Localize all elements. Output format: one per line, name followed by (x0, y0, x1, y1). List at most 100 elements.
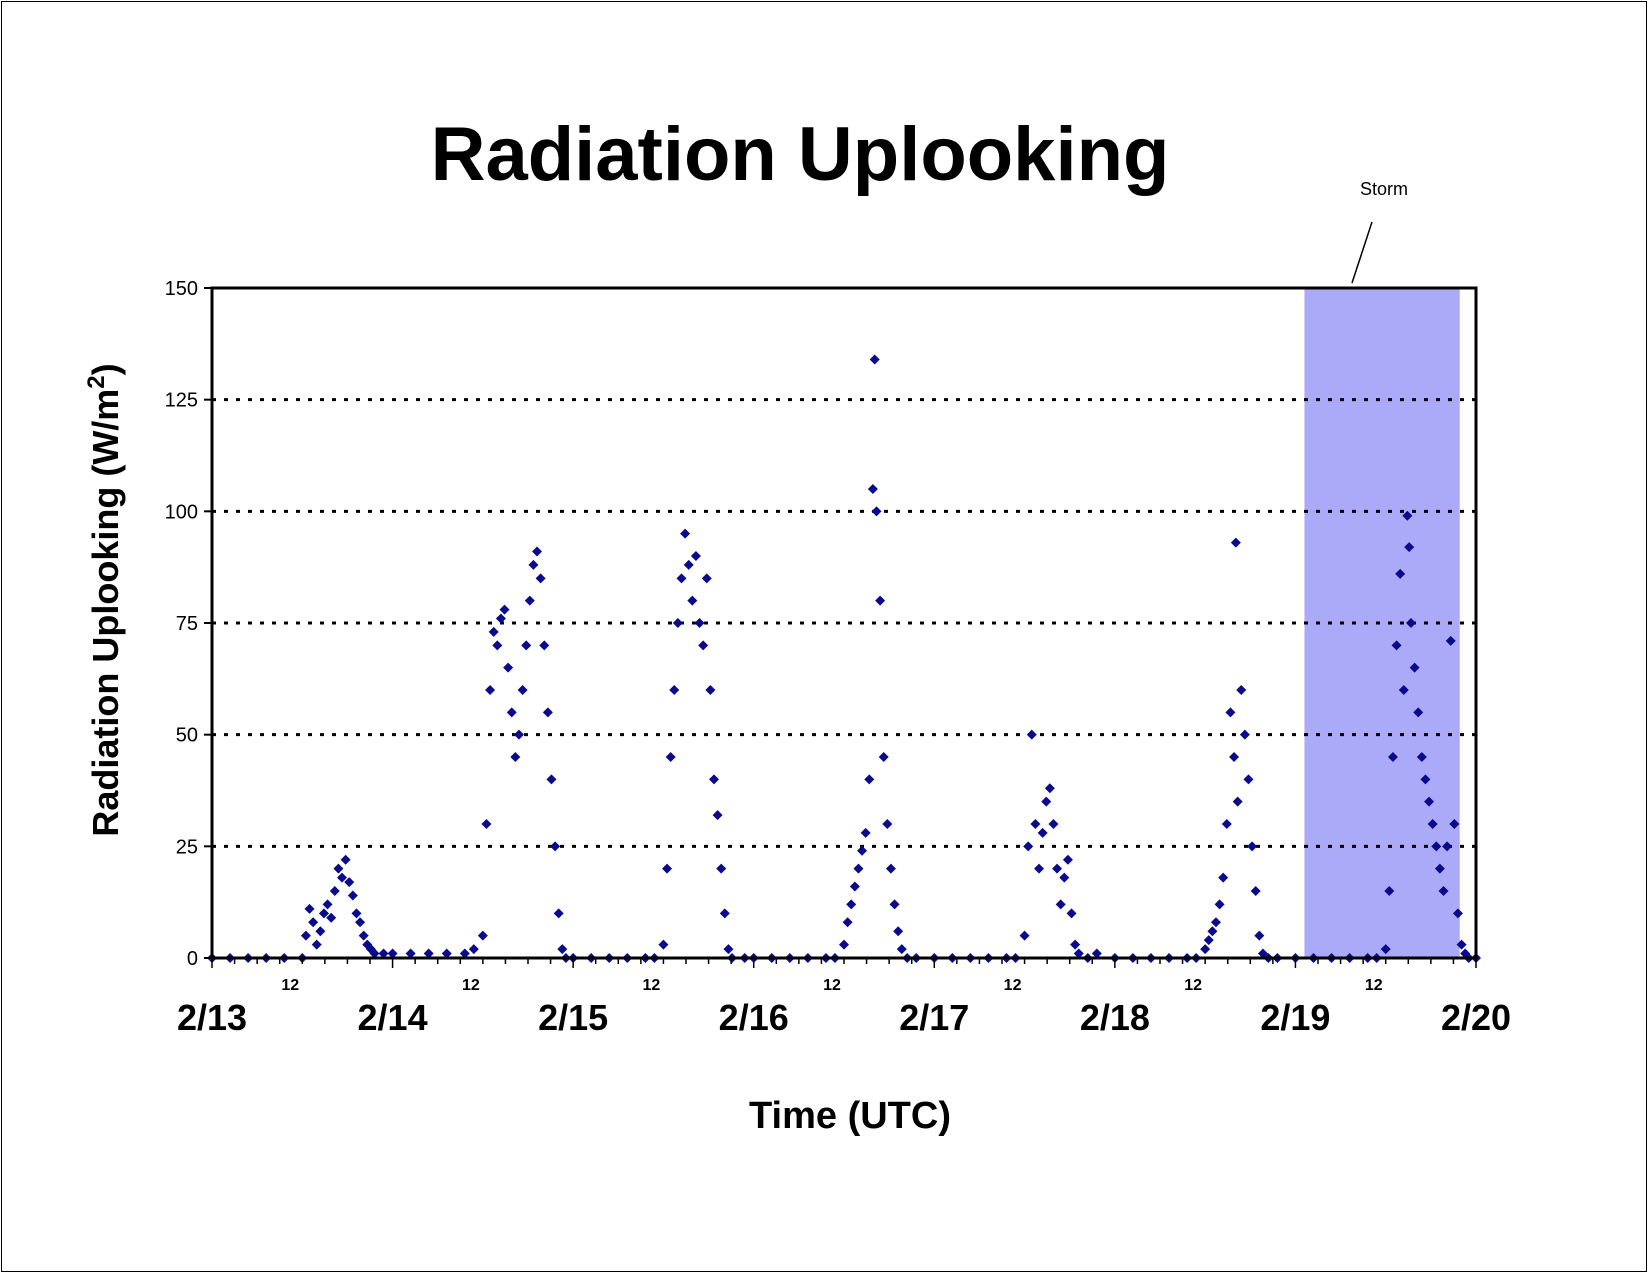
data-point (322, 899, 333, 910)
data-point (885, 863, 896, 874)
data-point (369, 948, 380, 959)
data-point (1203, 935, 1214, 946)
y-axis-label: Radiation Uplooking (W/m2) (83, 363, 126, 836)
data-point (867, 484, 878, 494)
data-point (1387, 752, 1398, 762)
x-minor-tick-label: 12 (643, 977, 661, 994)
data-point (869, 354, 880, 365)
data-point (1207, 926, 1218, 937)
data-point (517, 685, 528, 695)
data-point (1445, 635, 1456, 646)
data-point (1034, 863, 1045, 874)
x-minor-tick-label: 12 (1004, 977, 1022, 994)
data-point (358, 930, 369, 941)
data-point (495, 613, 506, 624)
data-point (1236, 685, 1247, 695)
data-point (1239, 729, 1250, 740)
data-point (1456, 939, 1467, 950)
axes (210, 286, 1478, 960)
x-major-tick-label: 2/17 (899, 997, 969, 1038)
data-point (405, 948, 416, 959)
data-point (542, 707, 553, 718)
data-point (340, 854, 351, 865)
data-point (1391, 640, 1402, 651)
data-point (481, 819, 492, 829)
data-point (889, 899, 900, 910)
data-point (524, 595, 535, 606)
data-point (1434, 863, 1445, 874)
x-major-tick-label: 2/20 (1441, 997, 1511, 1038)
data-point (658, 939, 669, 950)
x-major-tick-label: 2/19 (1260, 997, 1330, 1038)
y-tick-label: 125 (165, 390, 198, 412)
data-point (1420, 774, 1431, 785)
data-point (712, 810, 723, 821)
data-point (882, 819, 893, 829)
data-point (300, 930, 311, 941)
data-point (1243, 774, 1254, 785)
data-point (337, 872, 348, 883)
data-point (1413, 707, 1424, 718)
x-major-tick-label: 2/14 (358, 997, 428, 1038)
data-point (719, 908, 730, 919)
data-point (708, 774, 719, 785)
data-point (1218, 872, 1229, 883)
data-point (1427, 819, 1438, 829)
data-point (535, 573, 546, 584)
data-point (723, 944, 734, 955)
data-point (698, 640, 709, 651)
data-point (896, 944, 907, 955)
data-point (304, 903, 315, 914)
data-point (1402, 510, 1413, 521)
data-point (1073, 948, 1084, 959)
data-point (857, 845, 868, 856)
data-point (672, 618, 683, 628)
data-point (1066, 908, 1077, 919)
x-major-tick-label: 2/15 (538, 997, 608, 1038)
data-point (1409, 662, 1420, 673)
data-point (687, 595, 698, 606)
data-point (1019, 930, 1030, 941)
data-point (488, 626, 499, 637)
data-point (1431, 841, 1442, 852)
data-point (1384, 886, 1395, 896)
data-point (499, 604, 510, 615)
data-point (329, 886, 340, 896)
data-point (694, 618, 705, 628)
x-axis-label: Time (UTC) (749, 1095, 951, 1137)
data-point (492, 640, 503, 651)
data-point (878, 752, 889, 762)
data-point (716, 863, 727, 874)
data-point (326, 912, 337, 923)
data-point (1059, 872, 1070, 883)
data-point (1442, 841, 1453, 852)
chart-title: Radiation Uplooking (431, 112, 1170, 197)
data-point (1048, 819, 1059, 829)
data-point (1380, 944, 1391, 955)
data-point (842, 917, 853, 928)
x-minor-tick-label: 12 (281, 977, 299, 994)
data-point (550, 841, 561, 852)
data-point (528, 559, 539, 570)
data-point (553, 908, 564, 919)
y-tick-label: 25 (176, 836, 198, 858)
x-major-tick-label: 2/13 (177, 997, 247, 1038)
y-tick-labels: 0 25 50 75 100 125 150 (165, 278, 212, 970)
data-point (513, 729, 524, 740)
data-point (1404, 542, 1415, 553)
data-point (503, 662, 514, 673)
data-point (1052, 863, 1063, 874)
data-point (1395, 568, 1406, 579)
plot-border (210, 286, 1478, 960)
data-point (1221, 819, 1232, 829)
data-point (347, 890, 358, 901)
data-point (1030, 819, 1041, 829)
data-point (1438, 886, 1449, 896)
gridlines (212, 398, 1476, 848)
data-point (1023, 841, 1034, 852)
data-point (705, 685, 716, 695)
data-point (532, 546, 543, 557)
data-point (1254, 930, 1265, 941)
data-point (318, 908, 329, 919)
